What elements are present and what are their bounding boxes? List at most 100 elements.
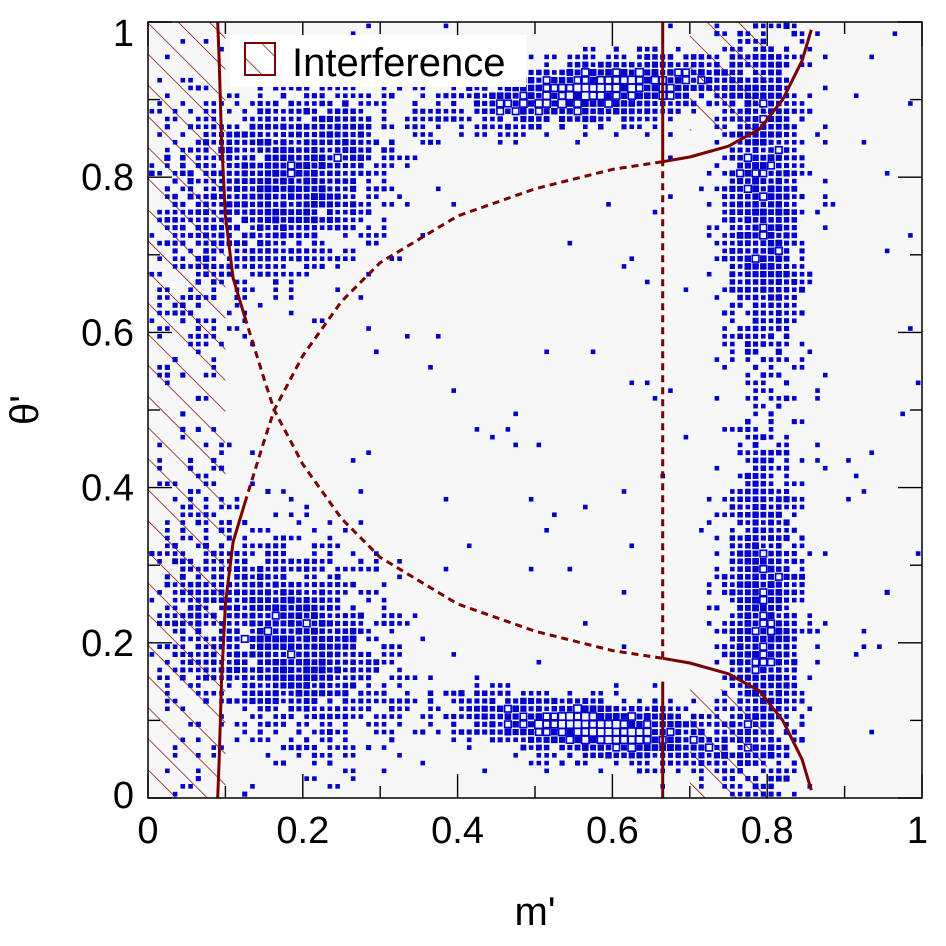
histogram-bin [273,535,279,541]
histogram-bin [714,465,720,471]
histogram-bin [349,146,357,154]
histogram-bin [203,232,209,239]
histogram-bin [760,154,767,161]
histogram-bin [752,294,759,301]
histogram-bin [342,690,349,697]
histogram-bin [751,627,760,636]
histogram-bin [195,574,201,580]
histogram-bin [861,139,867,145]
histogram-bin [350,706,356,712]
histogram-bin [815,442,820,448]
histogram-bin [350,768,356,774]
histogram-bin [674,720,682,728]
histogram-bin [729,636,735,642]
histogram-bin [737,706,743,712]
histogram-bin [389,729,395,735]
histogram-bin [520,728,527,736]
histogram-bin [272,147,279,153]
histogram-bin [504,123,511,130]
histogram-bin [180,504,186,510]
histogram-bin [350,116,356,122]
histogram-bin [180,651,186,657]
histogram-bin [743,184,752,193]
histogram-bin [521,737,526,743]
histogram-bin [729,185,736,192]
histogram-bin [241,573,248,580]
histogram-bin [412,698,418,704]
histogram-bin [474,690,480,696]
histogram-bin [366,667,372,673]
histogram-bin [767,581,775,589]
histogram-bin [319,729,325,735]
histogram-bin [234,504,240,510]
histogram-bin [606,202,611,207]
histogram-bin [211,263,217,269]
histogram-bin [219,605,224,611]
histogram-bin [737,30,743,37]
histogram-bin [767,232,775,239]
histogram-bin [759,658,768,667]
y-axis-title: θ' [3,395,47,425]
histogram-bin [196,737,201,743]
histogram-bin [327,628,333,634]
histogram-bin [596,719,606,729]
histogram-bin [180,667,186,673]
histogram-bin [366,178,371,184]
histogram-bin [350,248,356,254]
histogram-bin [714,85,720,91]
histogram-bin [759,208,767,216]
histogram-bin [604,99,613,108]
histogram-bin [482,124,488,130]
histogram-bin [644,279,650,285]
histogram-bin [366,202,371,207]
histogram-bin [776,520,782,525]
histogram-bin [195,279,202,285]
histogram-bin [760,216,767,224]
histogram-bin [342,155,348,161]
histogram-bin [404,690,410,696]
histogram-bin [768,411,774,417]
histogram-bin [791,185,798,192]
histogram-bin [240,634,249,643]
histogram-bin [752,783,759,790]
histogram-bin [783,519,790,526]
histogram-bin [775,775,782,782]
histogram-bin [759,99,768,108]
histogram-bin [744,216,752,224]
histogram-bin [188,77,193,83]
histogram-bin [729,201,736,208]
histogram-bin [744,209,751,216]
histogram-bin [203,674,209,681]
histogram-bin [458,698,465,704]
histogram-bin [381,768,387,774]
histogram-bin [722,706,727,712]
histogram-bin [528,713,535,720]
histogram-bin [288,745,294,751]
histogram-bin [218,543,225,549]
histogram-bin [519,720,528,729]
histogram-bin [327,706,333,712]
histogram-bin [760,705,767,712]
histogram-bin [752,457,759,464]
histogram-bin [311,116,317,122]
histogram-bin [350,194,356,199]
histogram-bin [428,132,433,137]
histogram-bin [443,713,449,720]
histogram-bin [366,194,371,199]
histogram-bin [737,760,744,767]
histogram-bin [752,527,759,534]
histogram-bin [318,193,326,200]
histogram-bin [768,791,774,797]
histogram-bin [490,434,495,440]
histogram-bin [149,652,155,657]
histogram-bin [544,132,549,137]
histogram-bin [783,659,790,665]
histogram-bin [318,620,326,627]
histogram-bin [768,511,774,518]
histogram-bin [752,248,759,254]
histogram-bin [737,620,743,626]
histogram-bin [784,714,789,719]
histogram-bin [280,589,287,596]
histogram-bin [303,628,310,635]
histogram-bin [257,706,263,712]
